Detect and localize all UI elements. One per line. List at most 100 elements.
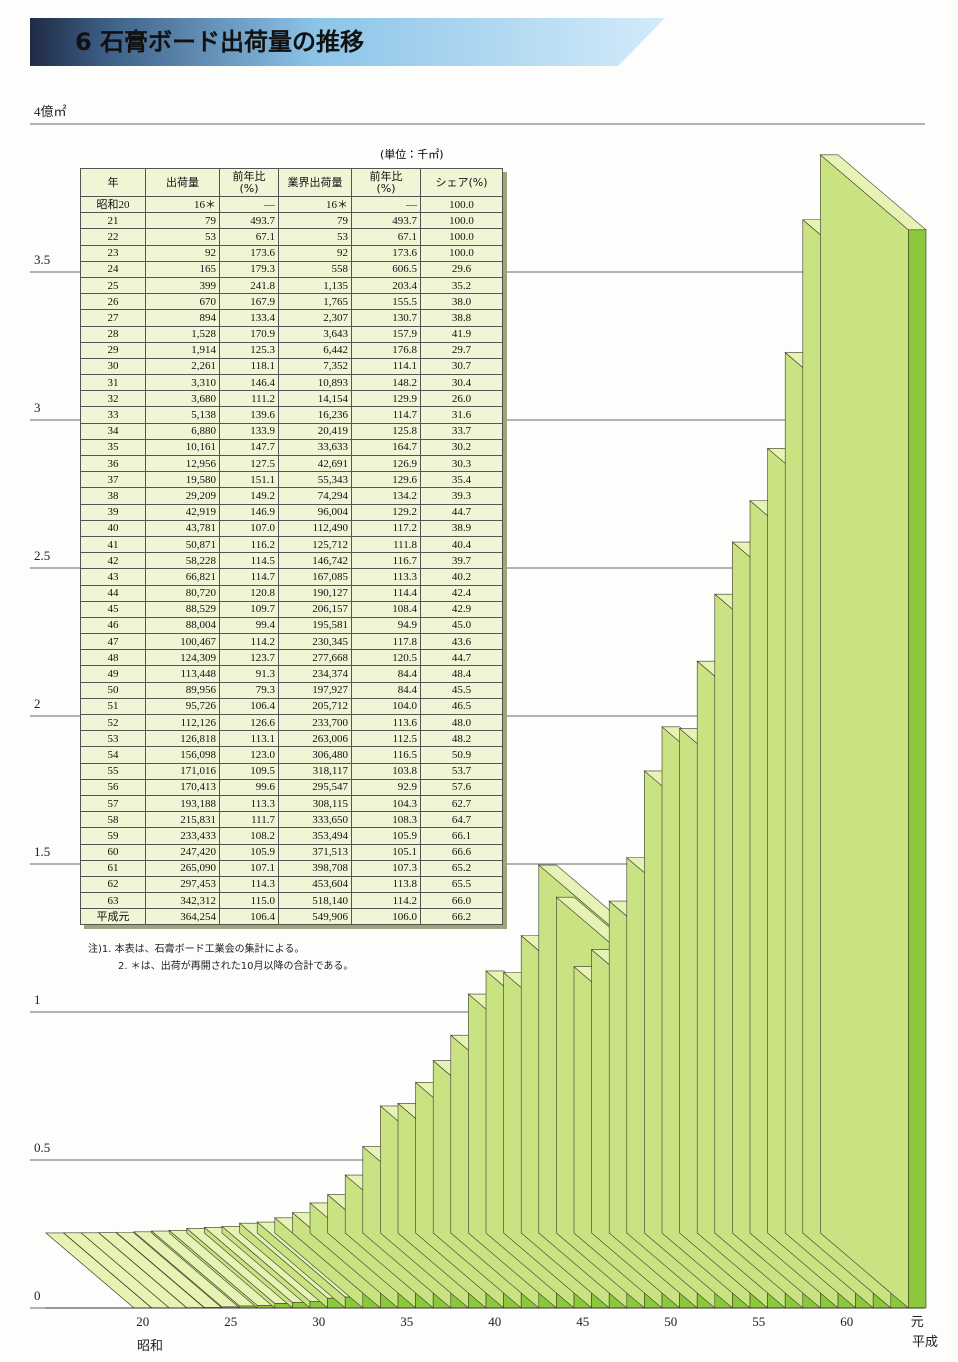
table-row: 27 894 133.4 2,307 130.7 38.8 xyxy=(80,309,503,327)
table-cell: 89,956 xyxy=(145,681,220,699)
table-cell: 43,781 xyxy=(145,519,220,537)
table-cell: 41 xyxy=(80,535,146,554)
y-tick-label: 3 xyxy=(34,400,41,415)
table-row: 39 42,919 146.9 96,004 129.2 44.7 xyxy=(80,503,503,521)
table-cell: 124,309 xyxy=(145,649,220,667)
table-cell: 109.7 xyxy=(219,600,279,618)
table-cell: 277,668 xyxy=(278,649,352,667)
bar-side xyxy=(820,154,909,1309)
table-cell: 23 xyxy=(80,244,146,262)
table-cell: 112,490 xyxy=(278,519,352,537)
table-cell: 67.1 xyxy=(351,228,421,246)
table-cell: 53 xyxy=(80,730,146,748)
table-row: 28 1,528 170.9 3,643 157.9 41.9 xyxy=(80,325,503,343)
table-cell: 105.9 xyxy=(219,843,279,861)
table-cell: 65.5 xyxy=(420,875,503,894)
table-cell: 518,140 xyxy=(278,892,352,910)
table-cell: 38.9 xyxy=(420,519,503,537)
table-row: 63 342,312 115.0 518,140 114.2 66.0 xyxy=(80,892,503,910)
table-row: 49 113,448 91.3 234,374 84.4 48.4 xyxy=(80,665,503,683)
table-row: 42 58,228 114.5 146,742 116.7 39.7 xyxy=(80,552,503,570)
table-cell: 57.6 xyxy=(420,778,503,796)
table-cell: 62 xyxy=(80,875,146,894)
table-cell: 6,442 xyxy=(278,341,352,359)
table-cell: 112.5 xyxy=(351,730,421,748)
table-cell: 10,893 xyxy=(278,374,352,392)
table-cell: 50.9 xyxy=(420,746,503,764)
table-cell: 100.0 xyxy=(420,195,503,214)
table-cell: 30.2 xyxy=(420,438,503,457)
y-tick-label: 3.5 xyxy=(34,252,50,267)
note: 注)1. 本表は、石膏ボード工業会の集計による。 xyxy=(88,944,305,955)
table-header: 年出荷量 前年比 (%) 業界出荷量 前年比 (%) シェア(%) xyxy=(80,168,503,197)
table-cell: 263,006 xyxy=(278,730,352,748)
table-cell: 10,161 xyxy=(145,438,220,457)
table-cell: 60 xyxy=(80,843,146,861)
table-cell: — xyxy=(219,195,279,214)
table-row: 59 233,433 108.2 353,494 105.9 66.1 xyxy=(80,827,503,845)
table-cell: 399 xyxy=(145,276,220,295)
table-cell: 120.5 xyxy=(351,649,421,667)
table-cell: 42,691 xyxy=(278,454,352,473)
era-label: 平成 xyxy=(912,1335,938,1350)
table-cell: 125.8 xyxy=(351,422,421,440)
table-row: 21 79 493.7 79 493.7 100.0 xyxy=(80,212,503,230)
table-cell: 55,343 xyxy=(278,471,352,489)
table-row: 56 170,413 99.6 295,547 92.9 57.6 xyxy=(80,778,503,796)
table-cell: 111.8 xyxy=(351,535,421,554)
table-cell: 14,154 xyxy=(278,390,352,408)
bar-3d xyxy=(168,1229,276,1309)
table-cell: 96,004 xyxy=(278,503,352,521)
table-cell: 35.4 xyxy=(420,471,503,489)
table-cell: 155.5 xyxy=(351,293,421,311)
table-cell: 230,345 xyxy=(278,633,352,651)
table-cell: 173.6 xyxy=(219,244,279,262)
table-cell: 33 xyxy=(80,406,146,424)
table-cell: 113.3 xyxy=(351,568,421,586)
table-cell: 113.6 xyxy=(351,713,421,732)
table-cell: 25 xyxy=(80,276,146,295)
table-cell: 64.7 xyxy=(420,811,503,829)
table-cell: 42,919 xyxy=(145,503,220,521)
table-cell: 43 xyxy=(80,568,146,586)
table-row: 34 6,880 133.9 20,419 125.8 33.7 xyxy=(80,422,503,440)
table-row: 38 29,209 149.2 74,294 134.2 39.3 xyxy=(80,487,503,505)
table-cell: 38.0 xyxy=(420,293,503,311)
table-cell: 6,880 xyxy=(145,422,220,440)
table-cell: 193,188 xyxy=(145,794,220,813)
column-header: 前年比 (%) xyxy=(351,168,421,197)
table-row: 58 215,831 111.7 333,650 108.3 64.7 xyxy=(80,811,503,829)
table-cell: 170.9 xyxy=(219,325,279,343)
column-header: 業界出荷量 xyxy=(278,168,352,197)
era-label: 昭和 xyxy=(137,1339,163,1354)
table-row: 45 88,529 109.7 206,157 108.4 42.9 xyxy=(80,600,503,618)
table-cell: 46.5 xyxy=(420,697,503,716)
table-cell: 105.1 xyxy=(351,843,421,861)
table-cell: 493.7 xyxy=(351,212,421,230)
table-cell: 113,448 xyxy=(145,665,220,683)
table-cell: 134.2 xyxy=(351,487,421,505)
table-cell: 549,906 xyxy=(278,908,352,926)
table-cell: 31 xyxy=(80,374,146,392)
table-cell: 31.6 xyxy=(420,406,503,424)
table-cell: 670 xyxy=(145,293,220,311)
table-cell: 67.1 xyxy=(219,228,279,246)
table-cell: 54 xyxy=(80,746,146,764)
table-cell: 113.3 xyxy=(219,794,279,813)
x-tick-label: 40 xyxy=(488,1314,501,1329)
table-cell: 126.6 xyxy=(219,713,279,732)
table-cell: 40.2 xyxy=(420,568,503,586)
table-row: 55 171,016 109.5 318,117 103.8 53.7 xyxy=(80,762,503,780)
table-cell: 205,712 xyxy=(278,697,352,716)
table-cell: 16＊ xyxy=(145,195,220,214)
table-cell: 30.7 xyxy=(420,357,503,376)
table-cell: 106.4 xyxy=(219,697,279,716)
table-row: 52 112,126 126.6 233,700 113.6 48.0 xyxy=(80,713,503,732)
table-cell: 149.2 xyxy=(219,487,279,505)
table-row: 昭和20 16＊ —16＊ —100.0 xyxy=(80,195,503,214)
table-row: 24 165 179.3 558 606.5 29.6 xyxy=(80,260,503,278)
table-cell: 65.2 xyxy=(420,859,503,877)
table-cell: 58 xyxy=(80,811,146,829)
table-cell: 104.0 xyxy=(351,697,421,716)
